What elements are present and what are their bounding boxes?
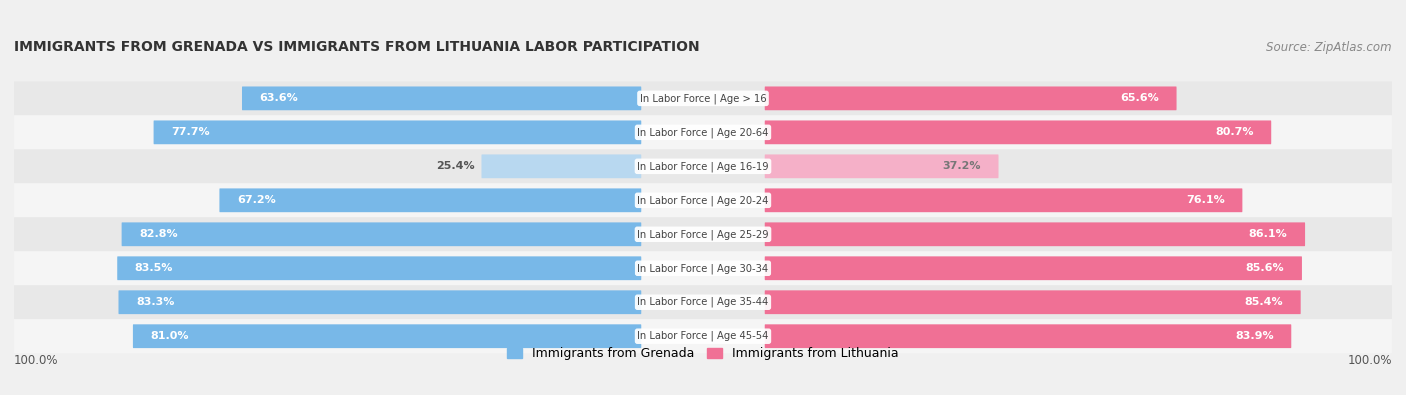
Text: 76.1%: 76.1% [1187, 195, 1225, 205]
FancyBboxPatch shape [14, 251, 1392, 285]
Text: 83.9%: 83.9% [1234, 331, 1274, 341]
Text: In Labor Force | Age 30-34: In Labor Force | Age 30-34 [637, 263, 769, 273]
FancyBboxPatch shape [765, 188, 1243, 212]
Text: 63.6%: 63.6% [260, 93, 298, 103]
Text: IMMIGRANTS FROM GRENADA VS IMMIGRANTS FROM LITHUANIA LABOR PARTICIPATION: IMMIGRANTS FROM GRENADA VS IMMIGRANTS FR… [14, 40, 700, 54]
FancyBboxPatch shape [14, 115, 1392, 149]
Text: 86.1%: 86.1% [1249, 229, 1288, 239]
FancyBboxPatch shape [14, 217, 1392, 251]
Text: 83.5%: 83.5% [135, 263, 173, 273]
Text: 65.6%: 65.6% [1121, 93, 1159, 103]
Text: 82.8%: 82.8% [139, 229, 177, 239]
FancyBboxPatch shape [14, 81, 1392, 115]
FancyBboxPatch shape [14, 319, 1392, 353]
Text: In Labor Force | Age 16-19: In Labor Force | Age 16-19 [637, 161, 769, 171]
FancyBboxPatch shape [765, 154, 998, 178]
Text: In Labor Force | Age 20-64: In Labor Force | Age 20-64 [637, 127, 769, 137]
Text: Source: ZipAtlas.com: Source: ZipAtlas.com [1267, 41, 1392, 54]
FancyBboxPatch shape [14, 285, 1392, 319]
Text: In Labor Force | Age 25-29: In Labor Force | Age 25-29 [637, 229, 769, 239]
Text: 85.4%: 85.4% [1244, 297, 1284, 307]
FancyBboxPatch shape [118, 290, 641, 314]
Text: 80.7%: 80.7% [1215, 127, 1254, 137]
FancyBboxPatch shape [121, 222, 641, 246]
Text: In Labor Force | Age > 16: In Labor Force | Age > 16 [640, 93, 766, 103]
FancyBboxPatch shape [14, 149, 1392, 183]
FancyBboxPatch shape [14, 183, 1392, 217]
FancyBboxPatch shape [219, 188, 641, 212]
FancyBboxPatch shape [117, 256, 641, 280]
FancyBboxPatch shape [134, 324, 641, 348]
FancyBboxPatch shape [765, 324, 1291, 348]
Text: In Labor Force | Age 35-44: In Labor Force | Age 35-44 [637, 297, 769, 307]
Text: 100.0%: 100.0% [1347, 354, 1392, 367]
Text: In Labor Force | Age 20-24: In Labor Force | Age 20-24 [637, 195, 769, 205]
Text: 77.7%: 77.7% [172, 127, 209, 137]
Text: 85.6%: 85.6% [1246, 263, 1285, 273]
FancyBboxPatch shape [765, 222, 1305, 246]
Text: In Labor Force | Age 45-54: In Labor Force | Age 45-54 [637, 331, 769, 341]
Text: 83.3%: 83.3% [136, 297, 174, 307]
FancyBboxPatch shape [242, 87, 641, 110]
FancyBboxPatch shape [765, 120, 1271, 144]
FancyBboxPatch shape [481, 154, 641, 178]
FancyBboxPatch shape [765, 256, 1302, 280]
Text: 81.0%: 81.0% [150, 331, 188, 341]
Text: 67.2%: 67.2% [238, 195, 276, 205]
Legend: Immigrants from Grenada, Immigrants from Lithuania: Immigrants from Grenada, Immigrants from… [508, 347, 898, 360]
Text: 25.4%: 25.4% [436, 161, 475, 171]
Text: 37.2%: 37.2% [942, 161, 981, 171]
FancyBboxPatch shape [153, 120, 641, 144]
FancyBboxPatch shape [765, 87, 1177, 110]
FancyBboxPatch shape [765, 290, 1301, 314]
Text: 100.0%: 100.0% [14, 354, 59, 367]
